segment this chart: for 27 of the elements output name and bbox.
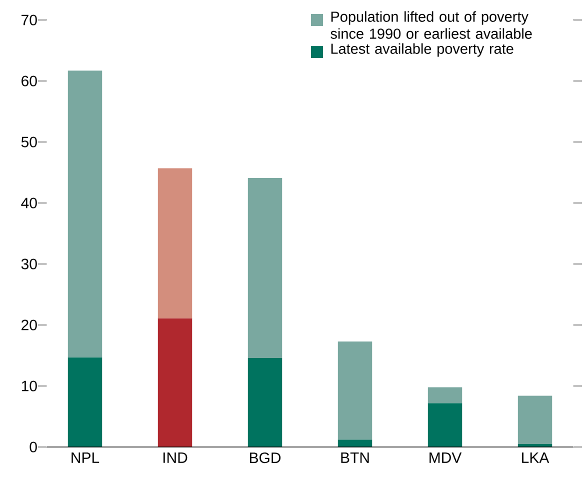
y-tick-label: 0 bbox=[30, 442, 37, 452]
bar bbox=[248, 358, 282, 447]
x-tick-label: BGD bbox=[250, 452, 281, 464]
legend-label: Population lifted out of poverty since 1990 or earliest available bbox=[330, 11, 532, 39]
y-tick-label: 60 bbox=[22, 76, 37, 86]
y-tick-label: 30 bbox=[21, 258, 37, 270]
bar bbox=[518, 396, 552, 444]
bar bbox=[428, 387, 462, 404]
x-tick-label: BTN bbox=[341, 452, 369, 463]
y-tick-label: 40 bbox=[21, 198, 37, 208]
bar bbox=[158, 318, 192, 447]
bar bbox=[68, 70, 102, 358]
x-tick-label: MDV bbox=[430, 452, 462, 463]
x-tick-label: LKA bbox=[522, 452, 550, 463]
y-tick-label: 20 bbox=[22, 320, 37, 330]
legend-label: Latest available poverty rate bbox=[331, 43, 514, 57]
y-tick-label: 50 bbox=[21, 136, 37, 148]
bar bbox=[248, 178, 282, 358]
bar bbox=[68, 357, 102, 447]
x-tick-label: NPL bbox=[72, 452, 100, 463]
x-tick-label: IND bbox=[163, 452, 188, 463]
y-tick-label: 10 bbox=[22, 380, 37, 392]
y-tick-label: 70 bbox=[22, 14, 37, 26]
bar bbox=[428, 403, 462, 447]
bar bbox=[338, 440, 372, 447]
bar bbox=[158, 168, 192, 318]
bar bbox=[338, 341, 372, 440]
